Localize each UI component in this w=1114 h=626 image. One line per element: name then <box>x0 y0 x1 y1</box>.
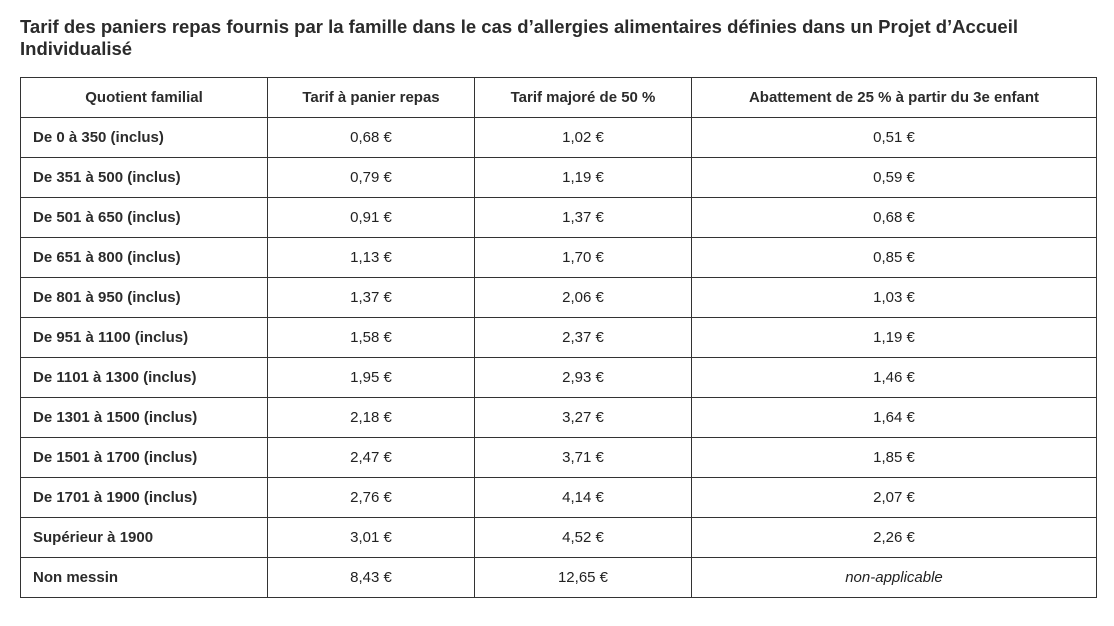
table-header-row: Quotient familial Tarif à panier repas T… <box>20 77 1097 118</box>
quotient-cell: De 501 à 650 (inclus) <box>20 197 268 238</box>
column-header-abattement: Abattement de 25 % à partir du 3e enfant <box>691 77 1097 118</box>
tarif-cell: 2,18 € <box>267 397 475 438</box>
table-row: De 1101 à 1300 (inclus) 1,95 € 2,93 € 1,… <box>20 357 1097 398</box>
tarif-cell: 1,58 € <box>267 317 475 358</box>
quotient-cell: Non messin <box>20 557 268 598</box>
table-row: Non messin 8,43 € 12,65 € non-applicable <box>20 557 1097 598</box>
table-row: De 651 à 800 (inclus) 1,13 € 1,70 € 0,85… <box>20 237 1097 278</box>
abattement-cell: 0,68 € <box>691 197 1097 238</box>
quotient-cell: De 0 à 350 (inclus) <box>20 117 268 158</box>
tarif-cell: 8,43 € <box>267 557 475 598</box>
abattement-cell: 0,85 € <box>691 237 1097 278</box>
quotient-cell: De 351 à 500 (inclus) <box>20 157 268 198</box>
table-row: De 951 à 1100 (inclus) 1,58 € 2,37 € 1,1… <box>20 317 1097 358</box>
quotient-cell: De 1701 à 1900 (inclus) <box>20 477 268 518</box>
quotient-cell: De 1301 à 1500 (inclus) <box>20 397 268 438</box>
tarif-majore-cell: 3,71 € <box>474 437 692 478</box>
tarif-cell: 0,68 € <box>267 117 475 158</box>
quotient-cell: De 651 à 800 (inclus) <box>20 237 268 278</box>
table-row: De 1701 à 1900 (inclus) 2,76 € 4,14 € 2,… <box>20 477 1097 518</box>
tarif-table: Quotient familial Tarif à panier repas T… <box>20 77 1097 598</box>
tarif-majore-cell: 1,37 € <box>474 197 692 238</box>
tarif-majore-cell: 4,14 € <box>474 477 692 518</box>
table-row: De 801 à 950 (inclus) 1,37 € 2,06 € 1,03… <box>20 277 1097 318</box>
tarif-majore-cell: 2,37 € <box>474 317 692 358</box>
quotient-cell: De 951 à 1100 (inclus) <box>20 317 268 358</box>
tarif-majore-cell: 1,19 € <box>474 157 692 198</box>
table-row: De 1501 à 1700 (inclus) 2,47 € 3,71 € 1,… <box>20 437 1097 478</box>
quotient-cell: De 1101 à 1300 (inclus) <box>20 357 268 398</box>
column-header-tarif-majore: Tarif majoré de 50 % <box>474 77 692 118</box>
quotient-cell: De 801 à 950 (inclus) <box>20 277 268 318</box>
tarif-cell: 1,95 € <box>267 357 475 398</box>
tarif-cell: 0,79 € <box>267 157 475 198</box>
tarif-cell: 1,13 € <box>267 237 475 278</box>
abattement-cell: 1,64 € <box>691 397 1097 438</box>
table-row: De 1301 à 1500 (inclus) 2,18 € 3,27 € 1,… <box>20 397 1097 438</box>
tarif-majore-cell: 1,70 € <box>474 237 692 278</box>
page-title: Tarif des paniers repas fournis par la f… <box>20 16 1018 59</box>
tarif-majore-cell: 1,02 € <box>474 117 692 158</box>
abattement-cell: 2,07 € <box>691 477 1097 518</box>
quotient-cell: De 1501 à 1700 (inclus) <box>20 437 268 478</box>
tarif-majore-cell: 2,06 € <box>474 277 692 318</box>
table-row: De 501 à 650 (inclus) 0,91 € 1,37 € 0,68… <box>20 197 1097 238</box>
tarif-cell: 0,91 € <box>267 197 475 238</box>
abattement-cell: 0,51 € <box>691 117 1097 158</box>
abattement-cell: 0,59 € <box>691 157 1097 198</box>
tarif-cell: 3,01 € <box>267 517 475 558</box>
tarif-cell: 2,47 € <box>267 437 475 478</box>
column-header-tarif: Tarif à panier repas <box>267 77 475 118</box>
tarif-majore-cell: 12,65 € <box>474 557 692 598</box>
tarif-cell: 1,37 € <box>267 277 475 318</box>
abattement-cell: non-applicable <box>691 557 1097 598</box>
abattement-cell: 1,85 € <box>691 437 1097 478</box>
abattement-cell: 1,46 € <box>691 357 1097 398</box>
table-row: De 0 à 350 (inclus) 0,68 € 1,02 € 0,51 € <box>20 117 1097 158</box>
abattement-cell: 1,19 € <box>691 317 1097 358</box>
table-row: Supérieur à 1900 3,01 € 4,52 € 2,26 € <box>20 517 1097 558</box>
abattement-cell: 1,03 € <box>691 277 1097 318</box>
tarif-majore-cell: 4,52 € <box>474 517 692 558</box>
tarif-majore-cell: 2,93 € <box>474 357 692 398</box>
tarif-majore-cell: 3,27 € <box>474 397 692 438</box>
table-row: De 351 à 500 (inclus) 0,79 € 1,19 € 0,59… <box>20 157 1097 198</box>
quotient-cell: Supérieur à 1900 <box>20 517 268 558</box>
abattement-cell: 2,26 € <box>691 517 1097 558</box>
tarif-cell: 2,76 € <box>267 477 475 518</box>
column-header-quotient: Quotient familial <box>20 77 268 118</box>
